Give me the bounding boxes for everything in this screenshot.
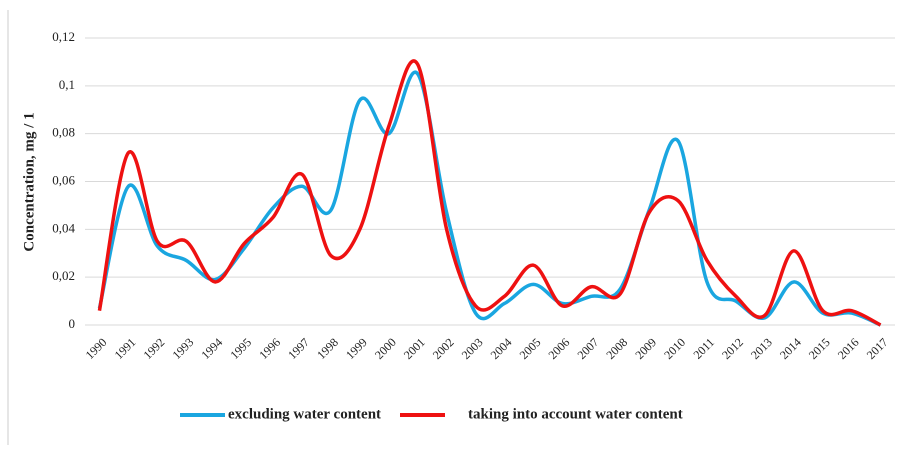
x-tick-label: 2010	[661, 335, 688, 362]
x-tick-label: 1999	[343, 335, 370, 362]
y-tick-label: 0	[69, 316, 76, 331]
x-tick-label: 2017	[864, 335, 891, 362]
y-tick-label: 0,12	[52, 29, 75, 44]
y-tick-label: 0,1	[59, 77, 75, 92]
x-tick-label: 1997	[285, 335, 312, 362]
x-tick-label: 2013	[748, 335, 775, 362]
y-tick-label: 0,02	[52, 268, 75, 283]
x-tick-label: 2001	[401, 335, 428, 362]
x-tick-label: 2016	[835, 335, 862, 362]
x-tick-label: 2012	[719, 335, 746, 362]
x-tick-label: 1996	[256, 335, 283, 362]
x-tick-label: 2007	[574, 335, 601, 362]
x-tick-label: 2008	[603, 335, 630, 362]
legend-label: excluding water content	[228, 406, 381, 422]
y-tick-label: 0,08	[52, 125, 75, 140]
legend-label: taking into account water content	[468, 406, 683, 422]
x-tick-label: 1992	[141, 335, 168, 362]
x-tick-label: 1994	[198, 335, 225, 362]
x-tick-label: 1990	[83, 335, 110, 362]
series-line	[97, 70, 882, 327]
x-tick-label: 1993	[169, 335, 196, 362]
x-tick-label: 2004	[488, 335, 515, 362]
x-tick-label: 2014	[777, 335, 804, 362]
x-tick-label: 2003	[459, 335, 486, 362]
x-tick-label: 1991	[112, 335, 139, 362]
x-tick-label: 2011	[690, 335, 717, 362]
y-tick-label: 0,06	[52, 172, 75, 187]
x-tick-label: 2009	[632, 335, 659, 362]
x-tick-label: 2006	[546, 335, 573, 362]
x-tick-label: 2005	[517, 335, 544, 362]
x-tick-label: 2002	[430, 335, 457, 362]
y-tick-label: 0,04	[52, 220, 75, 235]
y-axis-label: Concentration, mg / 1	[21, 112, 37, 251]
x-tick-label: 1995	[227, 335, 254, 362]
x-tick-label: 2000	[372, 335, 399, 362]
x-tick-label: 1998	[314, 335, 341, 362]
series-line	[97, 59, 882, 327]
x-tick-label: 2015	[806, 335, 833, 362]
